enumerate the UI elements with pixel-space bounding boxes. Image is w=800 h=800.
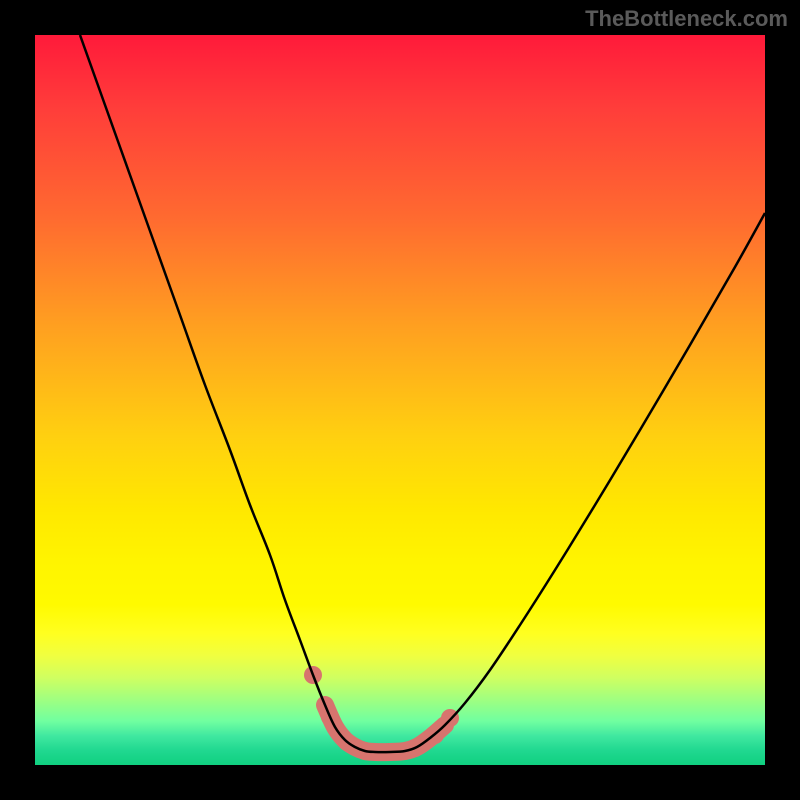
chart-svg [35,35,765,765]
watermark-text: TheBottleneck.com [585,6,788,32]
bottleneck-curve [80,35,765,752]
